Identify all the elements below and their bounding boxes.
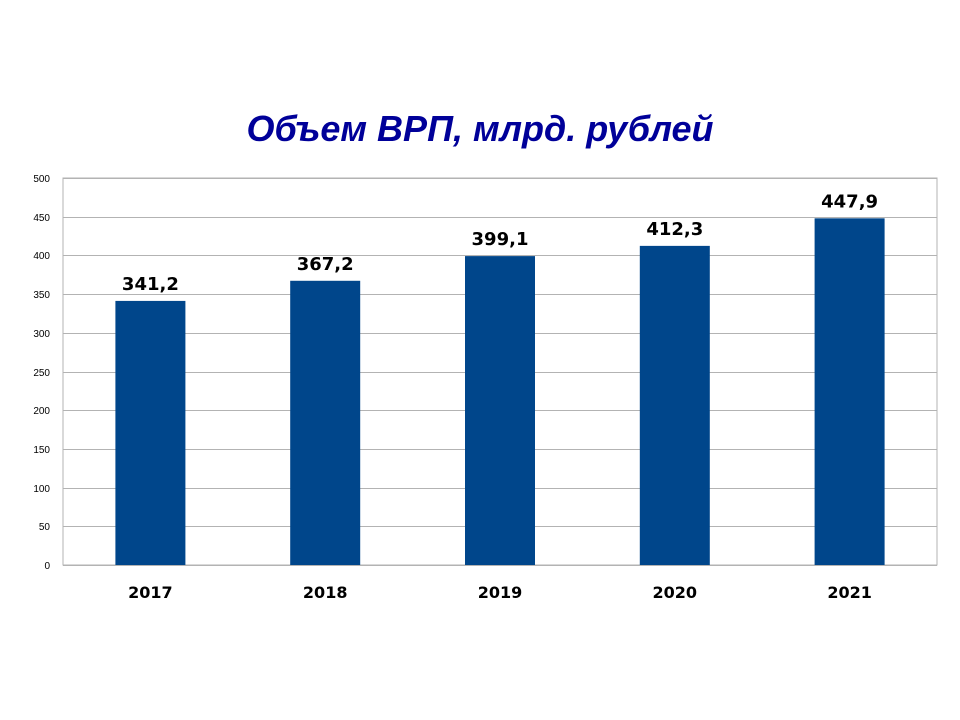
y-tick-label: 350 xyxy=(33,290,50,301)
y-tick-label: 100 xyxy=(33,484,50,495)
x-category-label-2019: 2019 xyxy=(478,583,523,602)
x-category-label-2017: 2017 xyxy=(128,583,173,602)
bar-2018 xyxy=(290,280,361,565)
x-category-label-2018: 2018 xyxy=(303,583,348,602)
y-tick-label: 250 xyxy=(33,368,50,379)
y-tick-label: 0 xyxy=(44,561,50,572)
data-label-2019: 399,1 xyxy=(472,229,529,250)
data-label-2021: 447,9 xyxy=(821,191,878,212)
y-tick-label: 50 xyxy=(39,522,51,533)
bars xyxy=(115,218,885,566)
x-category-label-2021: 2021 xyxy=(827,583,872,602)
bar-2019 xyxy=(465,256,535,565)
bar-2021 xyxy=(814,218,885,566)
y-tick-label: 500 xyxy=(33,174,50,185)
y-tick-label: 450 xyxy=(33,213,50,224)
bar-2017 xyxy=(115,300,186,565)
data-label-2018: 367,2 xyxy=(297,254,354,275)
data-label-2017: 341,2 xyxy=(122,274,179,295)
y-tick-label: 400 xyxy=(33,251,50,262)
x-category-label-2020: 2020 xyxy=(653,583,698,602)
y-tick-label: 150 xyxy=(33,445,50,456)
x-axis-categories: 2017 2018 2019 2020 2021 xyxy=(128,583,872,602)
chart-title: Объем ВРП, млрд. рублей xyxy=(246,108,714,149)
bar-2020 xyxy=(639,245,710,565)
data-label-2020: 412,3 xyxy=(646,219,703,240)
y-axis-ticks: 0 50 100 150 200 250 300 350 400 450 500 xyxy=(33,174,50,572)
y-tick-label: 300 xyxy=(33,329,50,340)
y-tick-label: 200 xyxy=(33,406,50,417)
data-labels: 341,2 367,2 399,1 412,3 447,9 xyxy=(122,191,878,295)
